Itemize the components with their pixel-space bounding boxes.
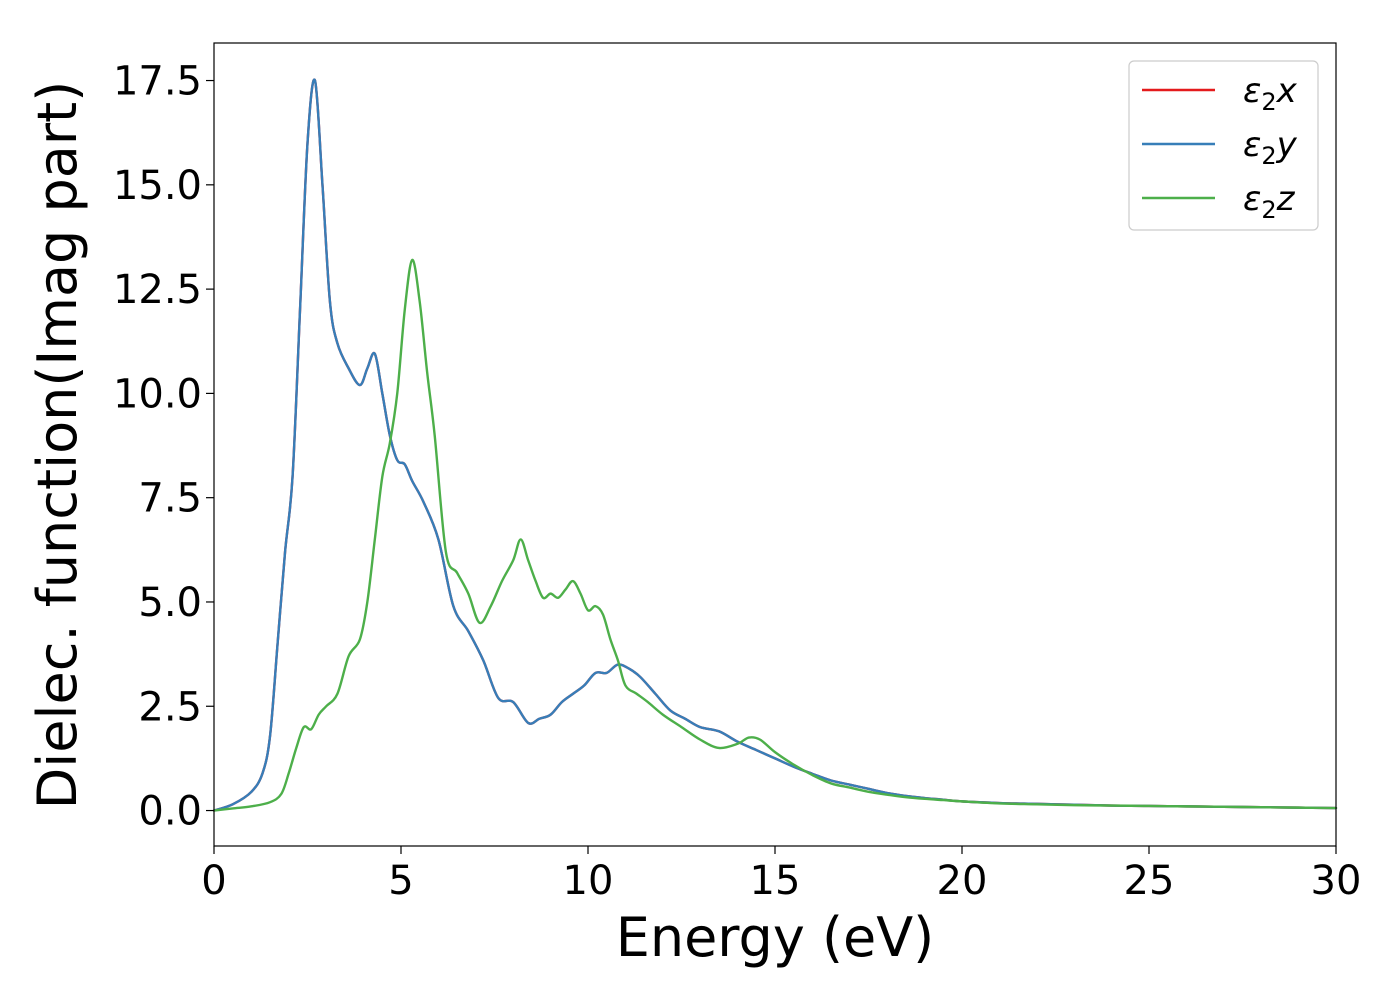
legend-subscript: 2 xyxy=(1261,142,1276,170)
x-tick-label: 20 xyxy=(937,858,988,904)
legend-symbol: ε xyxy=(1243,179,1261,219)
series-line-eps2z xyxy=(212,258,1338,812)
y-tick-label: 15.0 xyxy=(113,163,202,209)
x-tick-label: 5 xyxy=(388,858,413,904)
y-tick-label: 2.5 xyxy=(138,684,202,730)
y-tick-label: 12.5 xyxy=(113,267,202,313)
legend-subscript: 2 xyxy=(1261,88,1276,116)
legend-label: ε2z xyxy=(1243,179,1296,224)
legend-component: x xyxy=(1276,71,1298,111)
y-tick-label: 10.0 xyxy=(113,371,202,417)
x-tick-label: 30 xyxy=(1311,858,1362,904)
y-tick-label: 17.5 xyxy=(113,59,202,105)
y-tick-label: 5.0 xyxy=(138,580,202,626)
series-layer xyxy=(212,78,1338,812)
x-tick-label: 25 xyxy=(1124,858,1175,904)
y-axis: 0.0 2.5 5.0 7.5 10.0 12.5 15.0 17.5 xyxy=(113,59,214,835)
legend-symbol: ε xyxy=(1243,125,1261,165)
legend-subscript: 2 xyxy=(1261,196,1276,224)
y-tick-label: 7.5 xyxy=(138,476,202,522)
x-axis-label: Energy (eV) xyxy=(616,906,935,969)
legend-label: ε2x xyxy=(1243,71,1298,116)
legend-label: ε2y xyxy=(1243,125,1298,170)
x-axis: 0 5 10 15 20 25 30 xyxy=(201,846,1361,904)
legend-box xyxy=(1128,60,1319,231)
y-tick-label: 0.0 xyxy=(138,789,202,835)
x-tick-label: 10 xyxy=(563,858,614,904)
legend-component: z xyxy=(1276,179,1296,219)
legend-component: y xyxy=(1276,125,1298,165)
x-tick-label: 15 xyxy=(750,858,801,904)
y-axis-label: Dielec. function(Imag part) xyxy=(26,81,89,810)
legend-symbol: ε xyxy=(1243,71,1261,111)
x-tick-label: 0 xyxy=(201,858,226,904)
